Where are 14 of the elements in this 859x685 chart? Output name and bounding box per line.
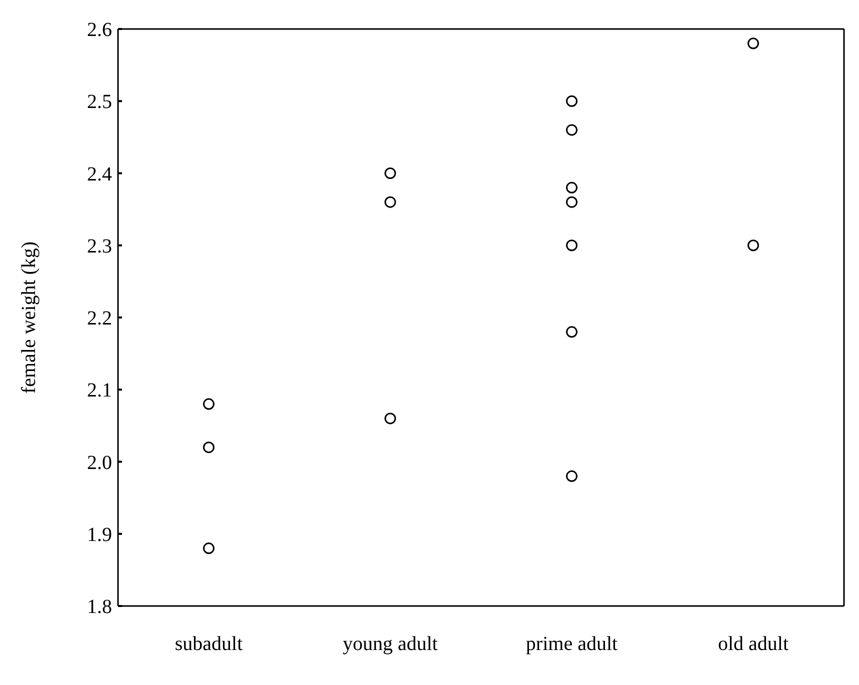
y-tick-label: 2.0 bbox=[87, 452, 112, 474]
y-tick-label: 2.4 bbox=[87, 163, 112, 186]
x-tick-label: subadult bbox=[174, 633, 244, 656]
y-tick-label: 2.1 bbox=[87, 380, 112, 402]
y-tick-label: 2.6 bbox=[87, 19, 112, 42]
x-tick-label: young adult bbox=[342, 633, 438, 656]
x-tick-label: prime adult bbox=[526, 633, 618, 656]
y-tick-label: 2.2 bbox=[87, 308, 112, 330]
y-tick-label: 1.9 bbox=[87, 524, 112, 546]
y-tick-label: 2.3 bbox=[87, 235, 112, 258]
y-tick-label: 1.8 bbox=[87, 596, 112, 618]
x-tick-label: old adult bbox=[718, 633, 789, 656]
y-tick-label: 2.5 bbox=[87, 91, 112, 114]
y-axis-title: female weight (kg) bbox=[18, 241, 40, 394]
